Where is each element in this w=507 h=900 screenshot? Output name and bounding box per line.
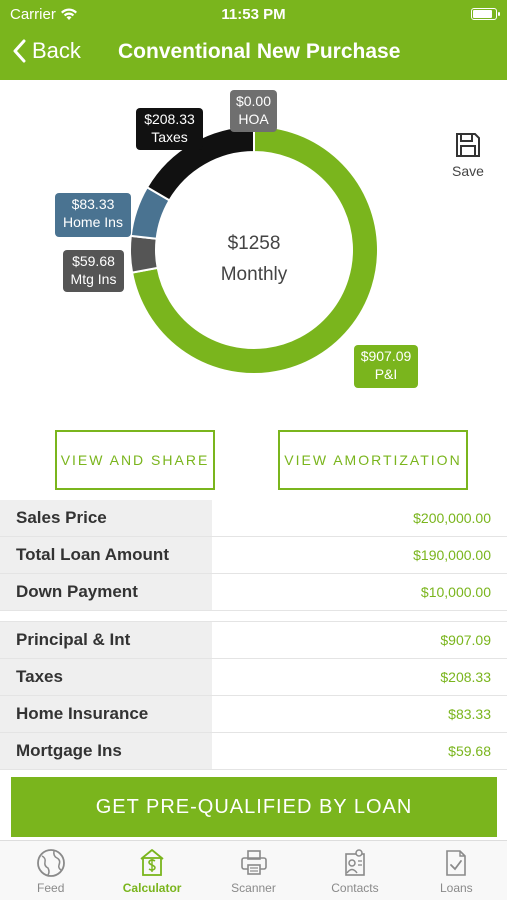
row-label: Principal & Int <box>0 622 212 658</box>
hoa-label: HOA <box>238 111 269 127</box>
back-label: Back <box>32 38 81 63</box>
carrier-info: Carrier <box>10 6 78 23</box>
tab-calculator[interactable]: Calculator <box>101 841 202 900</box>
contacts-icon <box>345 849 365 876</box>
navigation-bar: Back Conventional New Purchase <box>0 30 507 76</box>
tab-loans[interactable]: Loans <box>406 841 507 900</box>
row-value: $200,000.00 <box>413 510 491 526</box>
tab-label: Scanner <box>231 881 276 895</box>
save-label: Save <box>452 163 484 179</box>
get-prequalified-button[interactable]: GET PRE-QUALIFIED BY LOAN <box>11 777 497 837</box>
home-ins-callout: $83.33 Home Ins <box>55 193 131 237</box>
tab-label: Contacts <box>331 881 379 895</box>
mtg-ins-callout: $59.68 Mtg Ins <box>63 250 124 292</box>
donut-slice-taxes <box>145 124 255 202</box>
printer-icon <box>240 850 267 875</box>
tab-label: Calculator <box>122 881 182 895</box>
row-value: $59.68 <box>448 743 491 759</box>
row-value: $907.09 <box>440 632 491 648</box>
row-label: Total Loan Amount <box>0 537 212 573</box>
tab-label: Feed <box>37 881 65 895</box>
battery-icon <box>471 8 500 20</box>
monthly-label: Monthly <box>220 264 288 285</box>
row-label: Down Payment <box>0 574 212 610</box>
back-button[interactable]: Back <box>12 38 81 64</box>
globe-icon <box>36 849 65 877</box>
mtg-ins-value: $59.68 <box>72 253 115 269</box>
calculator-dollar-icon <box>140 849 164 876</box>
table-row: Down Payment $10,000.00 <box>0 574 507 611</box>
home-ins-label: Home Ins <box>63 214 123 230</box>
payment-details-group: Principal & Int $907.09 Taxes $208.33 Ho… <box>0 621 507 770</box>
taxes-label: Taxes <box>151 129 188 145</box>
monthly-total: $1258 <box>227 233 281 254</box>
table-row: Total Loan Amount $190,000.00 <box>0 537 507 574</box>
pi-callout: $907.09 P&I <box>354 345 418 388</box>
hoa-callout: $0.00 HOA <box>230 90 277 132</box>
hoa-value: $0.00 <box>235 93 272 109</box>
status-bar: Carrier 11:53 PM <box>10 4 500 24</box>
payment-breakdown-chart: $1258 Monthly $0.00 HOA $208.33 Taxes $8… <box>0 80 507 420</box>
donut-slice-p-i <box>130 124 379 375</box>
table-row: Home Insurance $83.33 <box>0 696 507 733</box>
table-row: Taxes $208.33 <box>0 659 507 696</box>
view-and-share-button[interactable]: VIEW AND SHARE <box>55 430 215 490</box>
document-check-icon <box>446 850 467 876</box>
table-row: Mortgage Ins $59.68 <box>0 733 507 770</box>
table-row: Principal & Int $907.09 <box>0 622 507 659</box>
wifi-icon <box>60 8 77 20</box>
tab-label: Loans <box>439 881 473 895</box>
row-label: Sales Price <box>0 500 212 536</box>
donut-chart <box>129 124 379 375</box>
taxes-callout: $208.33 Taxes <box>136 108 203 150</box>
tab-feed[interactable]: Feed <box>0 841 101 900</box>
tab-contacts[interactable]: Contacts <box>304 841 405 900</box>
tab-bar: Feed Calculator Scanner Contacts <box>0 840 507 900</box>
row-label: Home Insurance <box>0 696 212 732</box>
row-value: $208.33 <box>440 669 491 685</box>
table-row: Sales Price $200,000.00 <box>0 500 507 537</box>
app-header: Carrier 11:53 PM Back Conventional New P… <box>0 0 507 80</box>
taxes-value: $208.33 <box>144 111 195 127</box>
view-amortization-button[interactable]: VIEW AMORTIZATION <box>278 430 468 490</box>
row-value: $10,000.00 <box>420 584 491 600</box>
save-button[interactable]: Save <box>450 132 486 179</box>
row-value: $83.33 <box>448 706 491 722</box>
row-label: Taxes <box>0 659 212 695</box>
floppy-disk-icon <box>456 133 480 157</box>
pi-value: $907.09 <box>360 348 412 364</box>
status-time: 11:53 PM <box>221 6 286 23</box>
loan-details-group: Sales Price $200,000.00 Total Loan Amoun… <box>0 500 507 611</box>
chevron-left-icon <box>13 39 26 63</box>
row-label: Mortgage Ins <box>0 733 212 769</box>
page-title: Conventional New Purchase <box>118 40 401 63</box>
mtg-ins-label: Mtg Ins <box>70 271 117 287</box>
row-value: $190,000.00 <box>413 547 491 563</box>
carrier-label: Carrier <box>10 6 56 23</box>
home-ins-value: $83.33 <box>71 196 115 212</box>
pi-label: P&I <box>374 366 398 382</box>
tab-scanner[interactable]: Scanner <box>203 841 304 900</box>
loan-summary-table: Sales Price $200,000.00 Total Loan Amoun… <box>0 500 507 770</box>
